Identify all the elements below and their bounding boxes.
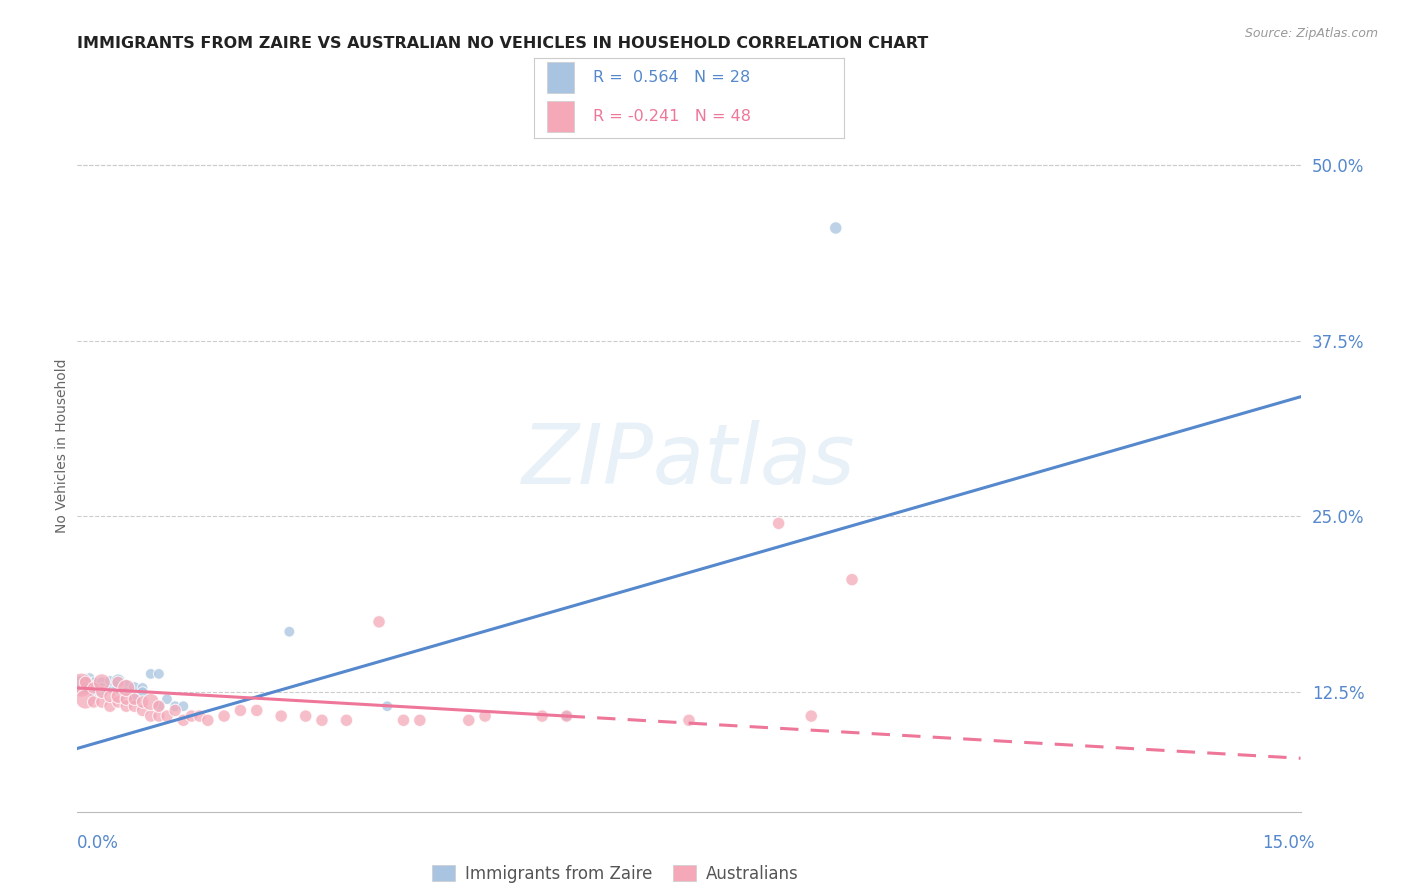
Legend: Immigrants from Zaire, Australians: Immigrants from Zaire, Australians (427, 860, 804, 888)
Point (70, 678, 93, 692)
Point (800, 709, 823, 723)
Point (188, 709, 211, 723)
Point (90, 681, 112, 695)
Point (294, 709, 316, 723)
Point (474, 709, 496, 723)
Text: 15.0%: 15.0% (1263, 834, 1315, 852)
Point (457, 714, 479, 728)
Point (115, 678, 138, 692)
Bar (547, 102, 575, 132)
Point (392, 714, 415, 728)
Point (90, 695, 112, 709)
Point (90, 675, 112, 690)
Point (148, 709, 170, 723)
Point (148, 699, 170, 714)
Point (115, 685, 138, 699)
Text: Source: ZipAtlas.com: Source: ZipAtlas.com (1244, 27, 1378, 40)
Point (83, 681, 105, 695)
Point (131, 681, 153, 695)
Point (375, 699, 398, 714)
Point (768, 516, 790, 531)
Point (678, 714, 700, 728)
Point (148, 666, 170, 681)
Point (107, 695, 129, 709)
Point (124, 699, 146, 714)
Point (148, 699, 170, 714)
Point (212, 709, 235, 723)
Point (83, 685, 105, 699)
Point (165, 703, 187, 717)
Point (311, 714, 333, 728)
Text: R = -0.241   N = 48: R = -0.241 N = 48 (593, 109, 751, 124)
Point (197, 714, 219, 728)
Point (165, 699, 187, 714)
Point (531, 709, 554, 723)
Point (555, 709, 578, 723)
Point (841, 573, 863, 587)
Point (75, 675, 97, 690)
Point (131, 695, 153, 709)
Point (229, 703, 252, 717)
Bar (547, 62, 575, 93)
Point (79, 671, 101, 685)
Text: 0.0%: 0.0% (77, 834, 120, 852)
Point (70, 678, 93, 692)
Point (172, 714, 194, 728)
Point (139, 666, 162, 681)
Point (172, 699, 194, 714)
Point (107, 675, 129, 690)
Point (83, 675, 105, 690)
Point (98, 673, 121, 688)
Text: IMMIGRANTS FROM ZAIRE VS AUSTRALIAN NO VEHICLES IN HOUSEHOLD CORRELATION CHART: IMMIGRANTS FROM ZAIRE VS AUSTRALIAN NO V… (77, 36, 928, 51)
Point (83, 695, 105, 709)
Point (107, 673, 129, 688)
Point (131, 685, 153, 699)
Point (156, 692, 179, 706)
Point (156, 709, 179, 723)
Point (107, 690, 129, 704)
Point (180, 709, 202, 723)
Text: ZIPatlas: ZIPatlas (522, 420, 856, 501)
Text: R =  0.564   N = 28: R = 0.564 N = 28 (593, 70, 751, 85)
Point (98, 690, 121, 704)
Point (124, 681, 146, 695)
Point (335, 714, 357, 728)
Point (270, 709, 292, 723)
Point (90, 685, 112, 699)
Point (98, 681, 121, 695)
Point (368, 615, 391, 629)
Point (98, 699, 121, 714)
Y-axis label: No Vehicles in Household: No Vehicles in Household (55, 359, 69, 533)
Point (139, 709, 162, 723)
Point (90, 675, 112, 690)
Point (90, 685, 112, 699)
Point (107, 681, 129, 695)
Point (124, 692, 146, 706)
Point (124, 692, 146, 706)
Point (409, 714, 432, 728)
Point (278, 624, 301, 639)
Point (139, 695, 162, 709)
Point (115, 692, 138, 706)
Point (115, 699, 138, 714)
Point (115, 681, 138, 695)
Point (824, 221, 846, 235)
Point (75, 692, 97, 706)
Point (246, 703, 269, 717)
Point (555, 709, 578, 723)
Point (131, 703, 153, 717)
Point (75, 681, 97, 695)
